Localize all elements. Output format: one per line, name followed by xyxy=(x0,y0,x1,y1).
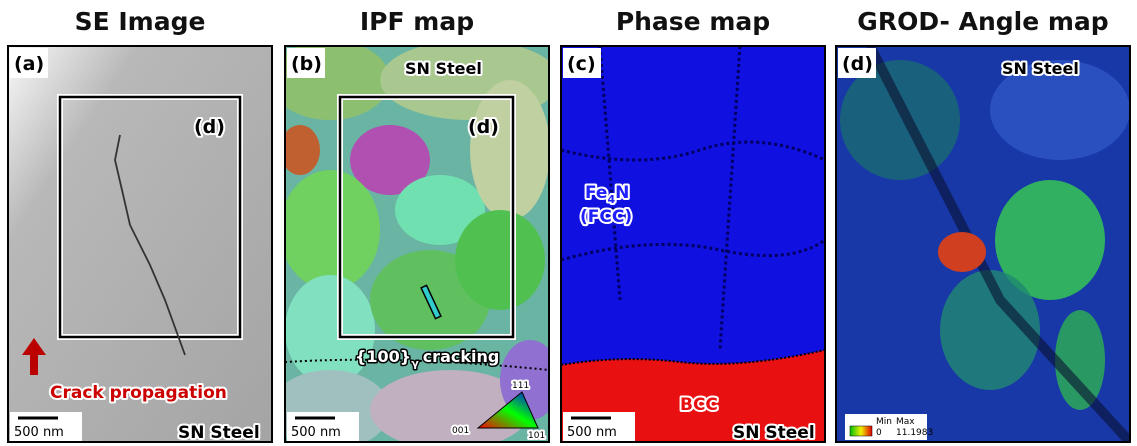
figure: SE Image IPF map Phase map GROD- Angle m… xyxy=(0,0,1137,446)
phase-element: Fe xyxy=(585,183,607,203)
panel-label: (d) xyxy=(842,53,873,75)
legend-label: Min xyxy=(876,417,892,427)
panel-a: (a) (d) Crack propagation 500 nm SN Stee… xyxy=(8,46,272,443)
legend-label: 101 xyxy=(528,431,545,441)
panel-label: (b) xyxy=(291,53,322,75)
annotation: Crack propagation xyxy=(50,383,227,403)
phase-structure: (FCC) xyxy=(580,207,632,227)
panel-title: GROD- Angle map xyxy=(857,7,1108,36)
panel-label: (c) xyxy=(567,53,596,75)
legend-value: 11.1983 xyxy=(896,428,933,438)
legend-label: 001 xyxy=(452,426,469,436)
sample-label: SN Steel xyxy=(733,423,815,443)
phase-label: BCC xyxy=(680,395,718,415)
panel-d: (d) SN Steel Min Max 0 11.1983 xyxy=(836,46,1130,442)
panel-title: Phase map xyxy=(616,7,770,36)
phase-label: Fe4N xyxy=(585,183,629,206)
panel-title: SE Image xyxy=(75,7,206,36)
legend-label: Max xyxy=(896,417,915,427)
panel-label: (a) xyxy=(14,53,44,75)
panel-c: (c) Fe4N (FCC) BCC 500 nm SN Steel xyxy=(561,46,825,443)
annotation-subscript: γ xyxy=(411,357,419,370)
inset-label: (d) xyxy=(194,116,225,138)
legend-value: 0 xyxy=(876,428,882,438)
scale-bar: 500 nm xyxy=(567,425,617,440)
annotation-plane: {100} xyxy=(355,347,411,366)
sample-label: SN Steel xyxy=(178,423,260,443)
inset-label: (d) xyxy=(468,116,499,138)
scale-bar: 500 nm xyxy=(291,425,341,440)
panel-title: IPF map xyxy=(360,7,474,36)
panel-b: (b) (d) SN Steel {100}γ cracking 500 nm 0… xyxy=(270,40,560,446)
annotation-text: cracking xyxy=(423,347,500,366)
sample-label: SN Steel xyxy=(405,59,482,78)
scale-bar: 500 nm xyxy=(14,425,64,440)
sample-label: SN Steel xyxy=(1002,59,1079,78)
legend-label: 111 xyxy=(512,381,529,391)
phase-suffix: N xyxy=(615,183,629,203)
